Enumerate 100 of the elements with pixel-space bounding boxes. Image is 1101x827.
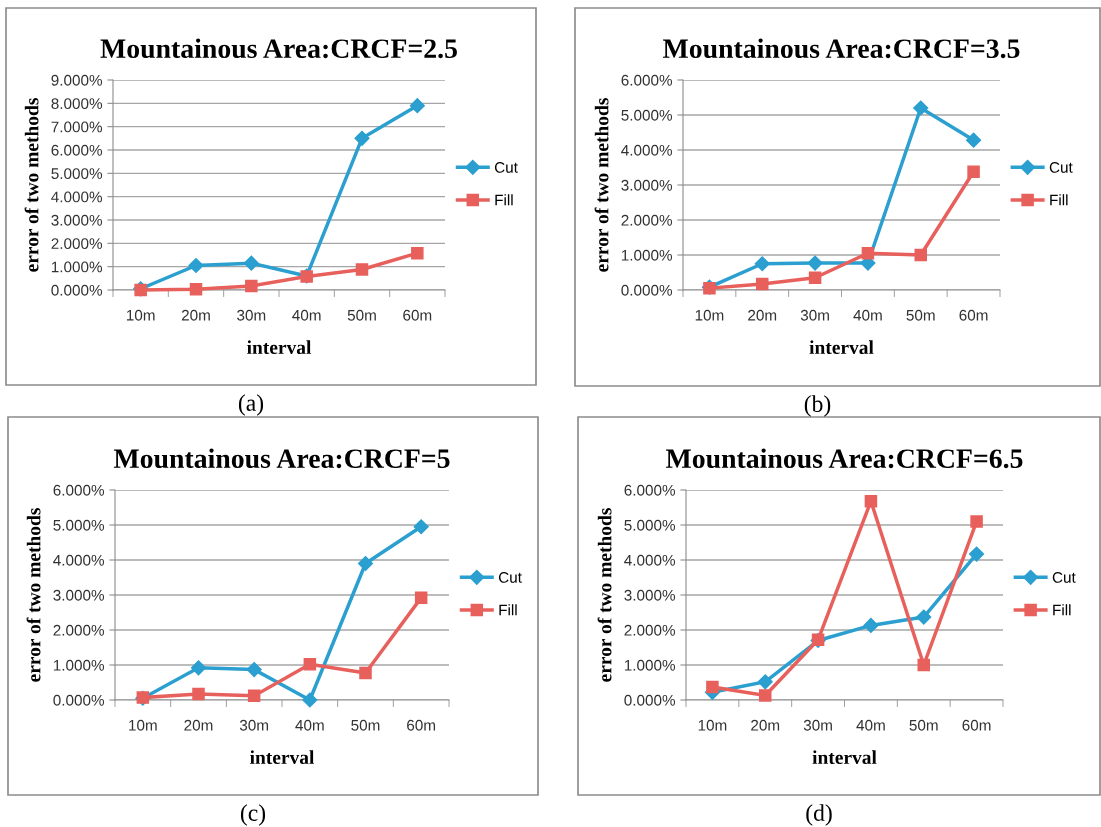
y-tick-label: 2.000% bbox=[51, 238, 103, 250]
y-tick-label: 6.000% bbox=[51, 144, 103, 156]
point bbox=[754, 256, 770, 272]
text: (c) bbox=[240, 804, 266, 826]
legend-label: Cut bbox=[494, 162, 518, 173]
legend-label: Fill bbox=[499, 604, 517, 616]
x-tick-label: 10m bbox=[698, 719, 727, 731]
x-tick-label: 10m bbox=[126, 309, 155, 321]
y-tick-label: 7.000% bbox=[51, 121, 103, 133]
y-tick-label: 3.000% bbox=[621, 179, 673, 191]
y-tick-label: 4.000% bbox=[621, 144, 673, 156]
y-tick-label: 6.000% bbox=[621, 74, 673, 86]
y-tick-label: 1.000% bbox=[621, 249, 673, 261]
point bbox=[916, 609, 932, 625]
point bbox=[413, 519, 429, 535]
x-axis-title: interval bbox=[247, 340, 312, 355]
y-tick-label: 0.000% bbox=[621, 284, 673, 296]
x-tick-label: 20m bbox=[748, 309, 777, 321]
x-tick-label: 10m bbox=[695, 309, 724, 321]
text: (d) bbox=[806, 804, 832, 826]
y-tick-label: 0.000% bbox=[53, 694, 105, 706]
y-tick-label: 5.000% bbox=[621, 109, 673, 121]
y-axis-title: error of two methods bbox=[26, 508, 41, 682]
y-tick-label: 6.000% bbox=[624, 484, 676, 496]
x-tick-label: 40m bbox=[856, 719, 885, 731]
point bbox=[189, 283, 203, 296]
point bbox=[966, 132, 982, 148]
x-tick-label: 40m bbox=[853, 309, 882, 321]
point bbox=[245, 279, 258, 293]
x-tick-label: 20m bbox=[184, 719, 213, 731]
text: (b) bbox=[804, 395, 831, 417]
point bbox=[359, 666, 372, 680]
y-tick-label: 8.000% bbox=[51, 98, 103, 110]
x-tick-label: 50m bbox=[909, 719, 938, 731]
x-tick-label: 60m bbox=[407, 719, 436, 731]
point bbox=[409, 98, 425, 114]
y-tick-label: 2.000% bbox=[621, 214, 673, 226]
chart-title: Mountainous Area:CRCF=2.5 bbox=[100, 38, 457, 59]
x-tick-label: 30m bbox=[800, 309, 829, 321]
point bbox=[913, 100, 929, 116]
legend-label: Fill bbox=[495, 194, 513, 206]
x-axis-title: interval bbox=[809, 340, 874, 355]
legend-label: Fill bbox=[1053, 604, 1071, 616]
legend-label: Cut bbox=[1052, 571, 1076, 583]
x-tick-label: 50m bbox=[347, 309, 376, 321]
point bbox=[355, 263, 369, 276]
point bbox=[706, 680, 719, 694]
x-axis-title: interval bbox=[250, 750, 315, 765]
point bbox=[864, 494, 878, 508]
y-tick-label: 5.000% bbox=[53, 519, 105, 531]
chart-title: Mountainous Area:CRCF=3.5 bbox=[663, 38, 1020, 59]
x-tick-label: 30m bbox=[237, 309, 266, 321]
point bbox=[967, 165, 980, 178]
y-tick-label: 4.000% bbox=[53, 554, 105, 566]
legend-label: Cut bbox=[498, 571, 522, 583]
point bbox=[755, 277, 769, 291]
point bbox=[863, 617, 879, 634]
point bbox=[970, 515, 983, 528]
text: (a) bbox=[238, 394, 264, 416]
point bbox=[914, 248, 928, 262]
point bbox=[190, 660, 207, 676]
x-tick-label: 10m bbox=[129, 719, 157, 731]
y-tick-label: 5.000% bbox=[51, 168, 103, 180]
y-axis-title: error of two methods bbox=[24, 98, 39, 272]
x-tick-label: 20m bbox=[751, 719, 780, 731]
point bbox=[757, 674, 773, 690]
y-tick-label: 1.000% bbox=[53, 659, 105, 671]
point bbox=[354, 130, 370, 146]
point bbox=[188, 257, 204, 274]
point bbox=[969, 546, 985, 562]
point bbox=[414, 591, 428, 605]
x-axis-title: interval bbox=[812, 750, 877, 765]
y-tick-label: 4.000% bbox=[51, 191, 103, 203]
y-tick-label: 9.000% bbox=[51, 74, 103, 86]
x-tick-label: 30m bbox=[803, 719, 832, 731]
point bbox=[917, 658, 931, 672]
x-tick-label: 50m bbox=[351, 719, 380, 731]
point bbox=[246, 661, 262, 678]
point bbox=[808, 271, 822, 285]
point bbox=[861, 246, 875, 260]
y-tick-label: 0.000% bbox=[51, 284, 103, 296]
legend-label: Fill bbox=[1050, 194, 1068, 206]
x-tick-label: 40m bbox=[295, 719, 324, 731]
point bbox=[807, 255, 823, 271]
y-tick-label: 3.000% bbox=[51, 214, 103, 226]
chart-title: Mountainous Area:CRCF=6.5 bbox=[666, 448, 1023, 469]
y-tick-label: 6.000% bbox=[53, 484, 105, 496]
x-tick-label: 20m bbox=[181, 309, 210, 321]
y-axis-title: error of two methods bbox=[597, 508, 612, 682]
x-tick-label: 30m bbox=[239, 719, 269, 731]
chart-title: Mountainous Area:CRCF=5 bbox=[113, 448, 450, 469]
x-tick-label: 60m bbox=[962, 719, 991, 731]
point bbox=[357, 555, 374, 572]
point bbox=[302, 692, 318, 708]
y-axis-title: error of two methods bbox=[594, 98, 609, 272]
point bbox=[243, 255, 259, 271]
y-tick-label: 2.000% bbox=[624, 624, 676, 636]
point bbox=[192, 687, 205, 701]
y-tick-label: 0.000% bbox=[624, 694, 676, 706]
point bbox=[303, 658, 317, 671]
